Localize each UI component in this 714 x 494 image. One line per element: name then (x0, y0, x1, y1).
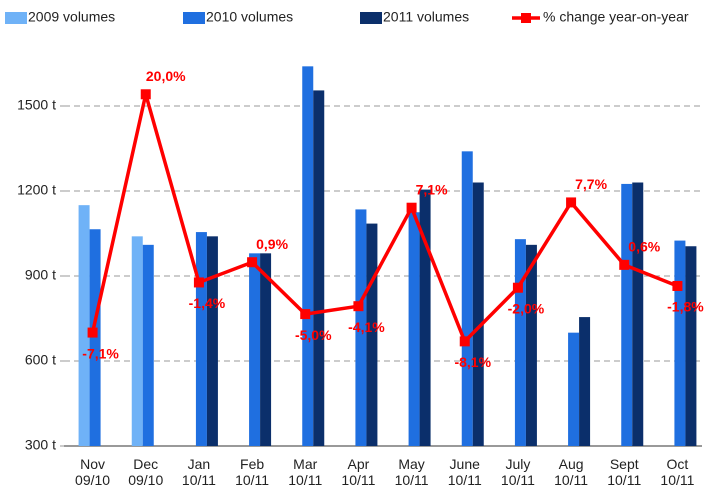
bar (206, 236, 218, 446)
bar (195, 232, 207, 446)
line-marker (512, 282, 523, 293)
data-label: -2,0% (508, 300, 545, 316)
x-tick-label-box: Jan 10/11 (181, 456, 216, 488)
bar (313, 90, 325, 447)
legend-swatch (183, 12, 205, 24)
bar (142, 244, 154, 446)
y-tick-label: 300 t (25, 437, 56, 453)
line-marker (459, 336, 470, 347)
y-tick-label: 1500 t (17, 97, 56, 113)
bar (472, 182, 484, 446)
y-tick-label: 1200 t (17, 182, 56, 198)
legend-marker (521, 13, 531, 23)
x-tick-label-box: Oct 10/11 (660, 456, 695, 488)
bar (632, 182, 644, 446)
x-tick-label-box: Aug 10/11 (554, 456, 589, 488)
y-tick-label: 600 t (25, 352, 56, 368)
data-label: 7,7% (575, 176, 607, 192)
bar (621, 183, 633, 446)
line (90, 93, 679, 345)
x-tick-label: Jan 10/11 (181, 456, 216, 488)
bar (78, 205, 90, 446)
data-label: 0,6% (628, 239, 660, 255)
x-tick-label: Nov 09/10 (75, 456, 111, 488)
x-tick-label: Feb 10/11 (235, 456, 270, 488)
bar (249, 253, 261, 446)
line-marker (300, 309, 311, 320)
x-tick-label-box: June 10/11 (447, 456, 482, 488)
data-label: -5,0% (295, 327, 332, 343)
x-tick-label-box: Nov 09/10 (75, 456, 111, 488)
bar (355, 209, 367, 446)
x-tick-label: Dec 09/10 (128, 456, 164, 488)
bar (419, 189, 431, 447)
bar (131, 236, 143, 446)
data-label: -4,1% (348, 319, 385, 335)
x-tick-label-box: Sept 10/11 (607, 456, 642, 488)
legend-label: 2011 volumes (383, 9, 469, 25)
legend-label: 2009 volumes (28, 9, 115, 25)
x-tick-label-box: Apr 10/11 (341, 456, 376, 488)
line-marker (672, 280, 683, 291)
y-tick-label: 900 t (25, 267, 56, 283)
x-tick-label: May 10/11 (394, 456, 429, 488)
x-tick-label: Aug 10/11 (554, 456, 589, 488)
x-tick-label: Mar 10/11 (288, 456, 323, 488)
line-marker (193, 277, 204, 288)
line-marker (566, 197, 577, 208)
x-tick-label: June 10/11 (447, 456, 482, 488)
data-label: -8,1% (454, 354, 491, 370)
line-marker (140, 89, 151, 100)
bar (568, 332, 580, 446)
x-tick-label: Apr 10/11 (341, 456, 376, 488)
data-label: -1,4% (189, 295, 226, 311)
data-label: -1,8% (667, 299, 704, 315)
x-tick-label-box: Feb 10/11 (235, 456, 270, 488)
x-tick-label-box: May 10/11 (394, 456, 429, 488)
data-label: -7,1% (82, 345, 119, 361)
bar (366, 223, 378, 446)
bar (685, 246, 697, 446)
data-label: 20,0% (146, 68, 186, 84)
legend-label: 2010 volumes (206, 9, 293, 25)
line-marker (353, 301, 364, 312)
data-label: 7,1% (416, 181, 448, 197)
x-tick-label: Oct 10/11 (660, 456, 695, 488)
bar (260, 253, 272, 446)
x-tick-label-box: Mar 10/11 (288, 456, 323, 488)
x-tick-label: Sept 10/11 (607, 456, 642, 488)
x-tick-label-box: July 10/11 (500, 456, 535, 488)
legend-swatch (360, 12, 382, 24)
bar (89, 229, 101, 446)
x-tick-label-box: Dec 09/10 (128, 456, 164, 488)
bar (514, 239, 526, 446)
bar (408, 212, 420, 446)
legend-swatch (5, 12, 27, 24)
line-marker (247, 257, 258, 268)
bar (525, 244, 537, 446)
line-marker (87, 327, 98, 338)
line-marker (619, 259, 630, 270)
bar (674, 240, 686, 446)
legend-label: % change year-on-year (543, 9, 689, 25)
line-marker (406, 202, 417, 213)
x-tick-label: July 10/11 (500, 456, 535, 488)
bar (302, 66, 314, 446)
bar (579, 317, 591, 446)
bar (461, 151, 473, 447)
data-label: 0,9% (256, 236, 288, 252)
